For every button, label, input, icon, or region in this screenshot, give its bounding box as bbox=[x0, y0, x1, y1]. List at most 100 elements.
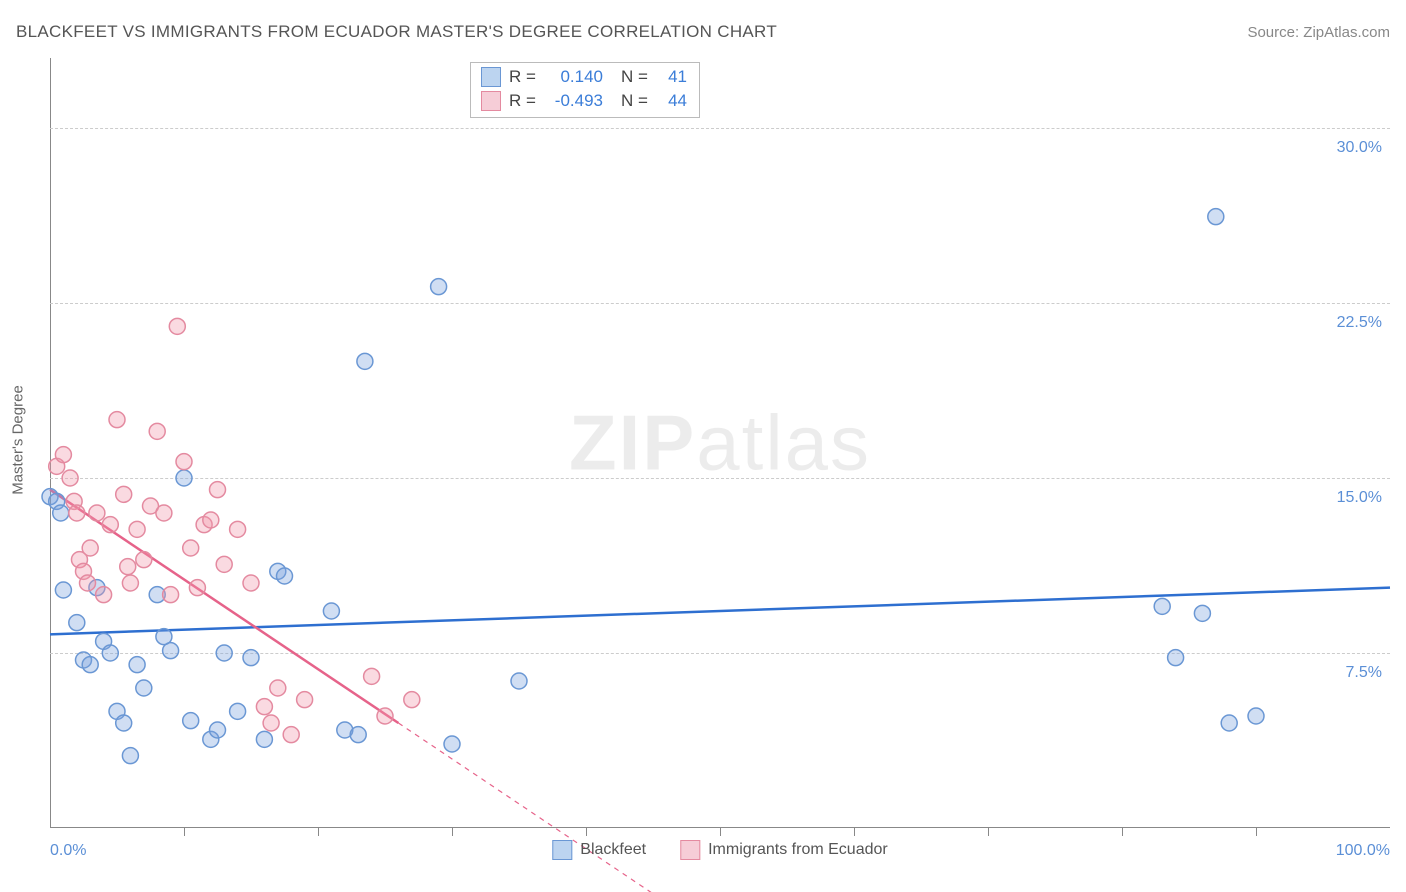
data-point bbox=[136, 680, 152, 696]
data-point bbox=[163, 643, 179, 659]
x-tick bbox=[720, 828, 721, 836]
legend-item-blackfeet: Blackfeet bbox=[552, 840, 646, 860]
data-point bbox=[230, 703, 246, 719]
data-point bbox=[62, 470, 78, 486]
r-label: R = bbox=[509, 89, 539, 113]
x-axis-label-left: 0.0% bbox=[50, 842, 86, 860]
bottom-legend: Blackfeet Immigrants from Ecuador bbox=[552, 840, 887, 860]
swatch-ecuador bbox=[481, 91, 501, 111]
data-point bbox=[69, 615, 85, 631]
x-tick bbox=[184, 828, 185, 836]
data-point bbox=[82, 540, 98, 556]
data-point bbox=[243, 575, 259, 591]
data-point bbox=[1194, 605, 1210, 621]
swatch-blackfeet bbox=[552, 840, 572, 860]
x-tick bbox=[1256, 828, 1257, 836]
data-point bbox=[129, 521, 145, 537]
data-point bbox=[1208, 209, 1224, 225]
n-value-blackfeet: 41 bbox=[659, 65, 687, 89]
data-point bbox=[444, 736, 460, 752]
swatch-ecuador bbox=[680, 840, 700, 860]
x-axis-label-right: 100.0% bbox=[1336, 842, 1390, 860]
data-point bbox=[216, 645, 232, 661]
n-label: N = bbox=[621, 89, 651, 113]
swatch-blackfeet bbox=[481, 67, 501, 87]
legend-label-blackfeet: Blackfeet bbox=[580, 841, 646, 859]
data-point bbox=[120, 559, 136, 575]
data-point bbox=[89, 505, 105, 521]
n-label: N = bbox=[621, 65, 651, 89]
data-point bbox=[511, 673, 527, 689]
data-point bbox=[243, 650, 259, 666]
data-point bbox=[263, 715, 279, 731]
data-point bbox=[183, 713, 199, 729]
data-point bbox=[283, 727, 299, 743]
data-point bbox=[1154, 598, 1170, 614]
data-point bbox=[116, 486, 132, 502]
data-point bbox=[176, 470, 192, 486]
data-point bbox=[1221, 715, 1237, 731]
r-label: R = bbox=[509, 65, 539, 89]
data-point bbox=[102, 517, 118, 533]
x-tick bbox=[452, 828, 453, 836]
data-point bbox=[277, 568, 293, 584]
data-point bbox=[210, 722, 226, 738]
trend-line bbox=[50, 588, 1390, 635]
x-tick bbox=[854, 828, 855, 836]
stats-row-ecuador: R = -0.493 N = 44 bbox=[481, 89, 687, 113]
data-point bbox=[270, 680, 286, 696]
data-point bbox=[122, 748, 138, 764]
data-point bbox=[55, 582, 71, 598]
data-point bbox=[256, 699, 272, 715]
data-point bbox=[82, 657, 98, 673]
data-point bbox=[96, 587, 112, 603]
data-point bbox=[377, 708, 393, 724]
data-point bbox=[53, 505, 69, 521]
data-point bbox=[189, 580, 205, 596]
plot-svg bbox=[50, 58, 1390, 828]
data-point bbox=[1248, 708, 1264, 724]
data-point bbox=[350, 727, 366, 743]
data-point bbox=[256, 731, 272, 747]
data-point bbox=[80, 575, 96, 591]
data-point bbox=[109, 412, 125, 428]
data-point bbox=[297, 692, 313, 708]
x-tick bbox=[318, 828, 319, 836]
data-point bbox=[230, 521, 246, 537]
data-point bbox=[216, 556, 232, 572]
r-value-ecuador: -0.493 bbox=[547, 89, 603, 113]
n-value-ecuador: 44 bbox=[659, 89, 687, 113]
chart-title: BLACKFEET VS IMMIGRANTS FROM ECUADOR MAS… bbox=[16, 22, 777, 42]
data-point bbox=[156, 505, 172, 521]
x-tick bbox=[1122, 828, 1123, 836]
data-point bbox=[404, 692, 420, 708]
data-point bbox=[122, 575, 138, 591]
data-point bbox=[183, 540, 199, 556]
data-point bbox=[169, 318, 185, 334]
data-point bbox=[210, 482, 226, 498]
y-axis-label: Master's Degree bbox=[10, 385, 27, 495]
data-point bbox=[357, 353, 373, 369]
data-point bbox=[176, 454, 192, 470]
r-value-blackfeet: 0.140 bbox=[547, 65, 603, 89]
data-point bbox=[149, 423, 165, 439]
data-point bbox=[129, 657, 145, 673]
stats-legend-box: R = 0.140 N = 41 R = -0.493 N = 44 bbox=[470, 62, 700, 118]
source-label: Source: ZipAtlas.com bbox=[1247, 24, 1390, 41]
data-point bbox=[136, 552, 152, 568]
data-point bbox=[69, 505, 85, 521]
data-point bbox=[55, 447, 71, 463]
data-point bbox=[163, 587, 179, 603]
x-tick bbox=[586, 828, 587, 836]
data-point bbox=[102, 645, 118, 661]
stats-row-blackfeet: R = 0.140 N = 41 bbox=[481, 65, 687, 89]
legend-label-ecuador: Immigrants from Ecuador bbox=[708, 841, 888, 859]
data-point bbox=[203, 512, 219, 528]
data-point bbox=[116, 715, 132, 731]
trend-line-dashed bbox=[398, 723, 666, 892]
data-point bbox=[323, 603, 339, 619]
data-point bbox=[431, 279, 447, 295]
data-point bbox=[364, 668, 380, 684]
data-point bbox=[1168, 650, 1184, 666]
chart-area: ZIPatlas 7.5%15.0%22.5%30.0% 0.0% 100.0%… bbox=[50, 58, 1390, 828]
